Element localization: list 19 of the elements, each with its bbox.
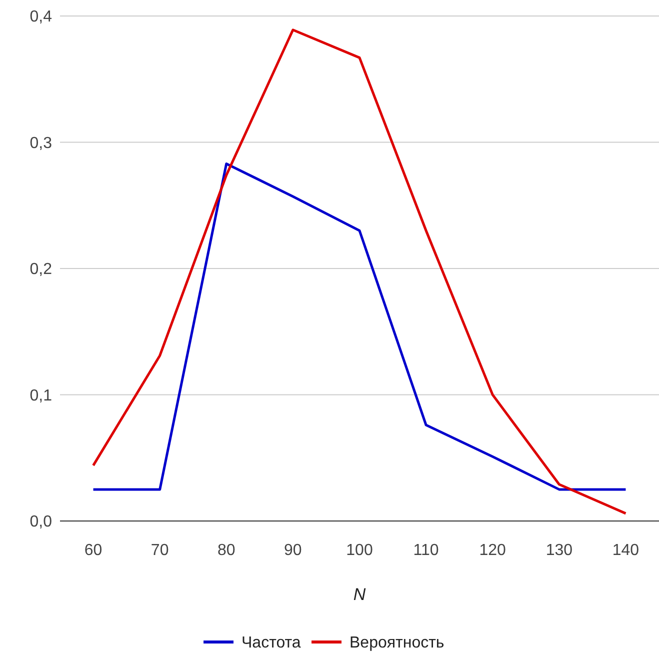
x-tick-label: 110 [413, 542, 439, 559]
x-tick-label: 100 [346, 542, 373, 559]
y-tick-label: 0,2 [30, 261, 52, 278]
y-tick-label: 0,4 [30, 8, 52, 26]
line-series [92, 162, 627, 491]
line-series [92, 28, 627, 515]
x-tick-label: 140 [612, 542, 640, 559]
y-tick-label: 0,0 [30, 514, 52, 531]
x-axis-title: N [353, 585, 366, 604]
x-tick-label: 70 [150, 542, 169, 559]
x-tick-label: 90 [284, 542, 302, 559]
legend-label: Вероятность [350, 634, 444, 652]
x-tick-label: 60 [84, 542, 102, 559]
legend-label: Частота [242, 634, 301, 652]
x-tick-label: 80 [217, 542, 236, 559]
x-tick-label: 130 [546, 542, 573, 559]
y-tick-label: 0,3 [30, 134, 52, 152]
y-tick-label: 0,1 [30, 387, 52, 404]
x-tick-label: 120 [479, 542, 506, 559]
